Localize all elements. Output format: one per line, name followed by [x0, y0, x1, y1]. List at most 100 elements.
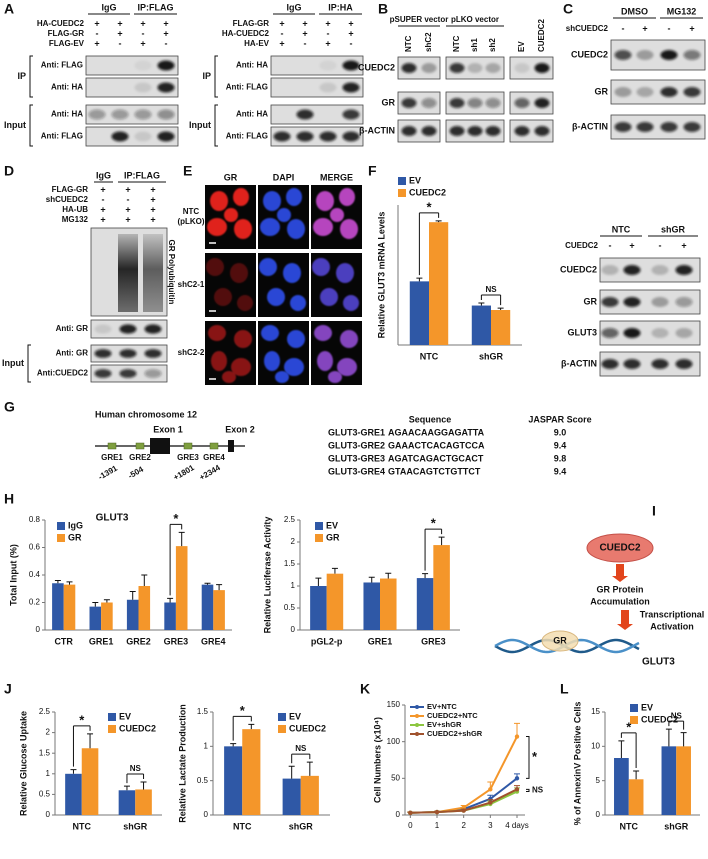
nucleus [340, 330, 358, 348]
gre-position: -1391 [97, 463, 120, 481]
group-header: pSUPER vector [390, 15, 449, 24]
error-bar [123, 785, 130, 791]
y-axis-label: Total Input (%) [8, 544, 18, 606]
node-label: CUEDC2 [599, 543, 641, 554]
gre-box [183, 442, 193, 450]
error-bar [665, 728, 672, 747]
legend-label: GR [68, 532, 82, 542]
y-tick-label: 2.5 [39, 707, 51, 716]
side-bracket [27, 344, 31, 383]
error-bar [140, 781, 147, 790]
blot-band [485, 126, 501, 136]
error-bar [633, 770, 640, 780]
legend-label: CUEDC2+NTC [427, 711, 478, 720]
legend-swatch [57, 534, 65, 542]
condition-sign: - [119, 38, 122, 48]
y-tick-label: 1.5 [284, 559, 296, 568]
condition-sign: + [125, 214, 130, 224]
bar [138, 586, 151, 630]
x-tick-label: pGL2-p [311, 636, 343, 646]
side-bracket [214, 55, 218, 98]
gre-box [135, 442, 145, 450]
row-label: (pLKO) [177, 217, 204, 226]
legend-swatch [278, 725, 286, 733]
condition-sign: - [668, 23, 671, 33]
group-header: IP:HA [328, 2, 353, 12]
condition-label: shCUEDC2 [566, 24, 609, 33]
condition-sign: + [279, 38, 284, 48]
nucleus [290, 295, 306, 311]
y-tick-label: 50 [391, 773, 400, 782]
blot-membrane [270, 55, 364, 76]
nucleus [260, 218, 280, 236]
blot-band [342, 60, 360, 71]
legend-swatch [57, 522, 65, 530]
arrow [612, 564, 628, 582]
error-bar [435, 220, 442, 223]
condition-sign: + [348, 28, 353, 38]
y-tick-label: 0 [204, 810, 209, 819]
group-header: IgG [102, 2, 117, 12]
blot-band [342, 109, 360, 120]
y-axis-label: Relative Lactate Production [177, 704, 187, 823]
blot-band [485, 98, 501, 108]
annotation: * [426, 199, 432, 214]
bar [81, 748, 99, 815]
x-tick-label: 0 [408, 821, 413, 830]
condition-label: FLAG-GR [52, 185, 89, 194]
blot-band [157, 109, 175, 120]
blot-band [675, 265, 693, 275]
blot-membrane [509, 91, 554, 115]
panel-letter: G [4, 399, 15, 415]
nucleus [287, 219, 305, 239]
lane-label: shC2 [424, 32, 433, 52]
bar [380, 578, 397, 630]
significance-bracket [668, 720, 685, 730]
nucleus [313, 218, 333, 236]
bar [471, 305, 491, 345]
blot-band [614, 50, 632, 60]
blot-band [636, 50, 654, 60]
blot-band [623, 328, 641, 338]
panel-letter: A [4, 1, 14, 17]
y-axis-label: Relative Glucose Uptake [18, 711, 28, 816]
bar [175, 546, 188, 630]
blot-membrane [85, 55, 179, 76]
blot-label: Anti: FLAG [41, 132, 83, 141]
legend-swatch [315, 534, 323, 542]
blot-label: Anti: GR [56, 324, 89, 333]
x-tick-label: 3 [488, 821, 493, 830]
annotation: NS [130, 764, 142, 773]
error-bar [306, 761, 313, 776]
y-tick-label: 0 [291, 625, 296, 634]
blot-band [342, 82, 360, 93]
condition-sign: - [102, 194, 105, 204]
bar [224, 746, 243, 815]
blot-label: Anti: HA [51, 83, 83, 92]
blot-band [421, 126, 437, 136]
blot-band [514, 98, 530, 108]
group-header: DMSO [621, 6, 648, 16]
blot-label: Anti: FLAG [41, 61, 83, 70]
y-tick-label: 1.5 [197, 707, 209, 716]
legend-label: CUEDC2+shGR [427, 729, 483, 738]
condition-label: HA-EV [244, 39, 270, 48]
blot-band [144, 369, 162, 378]
condition-sign: + [302, 28, 307, 38]
nucleus [230, 263, 248, 283]
row-label: shC2-2 [178, 348, 205, 357]
condition-sign: + [163, 18, 168, 28]
significance-bracket [424, 528, 443, 571]
panel-letter: L [560, 681, 569, 697]
error-bar [514, 722, 520, 737]
annotation: * [79, 712, 85, 727]
table-cell: GTAACAGTCTGTTCT [388, 466, 481, 476]
blot-band [683, 122, 701, 132]
condition-sign: + [100, 214, 105, 224]
nucleus [314, 325, 332, 341]
bar [429, 222, 449, 345]
bar [326, 573, 344, 630]
bar [300, 775, 319, 815]
blot-band [660, 87, 678, 97]
